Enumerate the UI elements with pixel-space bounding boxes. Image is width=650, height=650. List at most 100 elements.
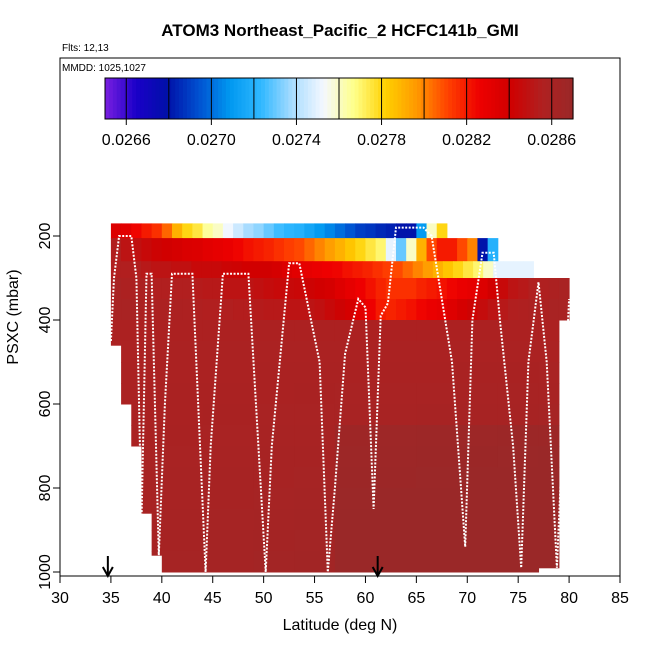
heatmap-cell [538, 551, 560, 569]
colorbar-segment [155, 78, 161, 119]
colorbar-segment [194, 78, 200, 119]
heatmap-cell [202, 509, 254, 531]
x-tick-label: 45 [204, 590, 222, 607]
heatmap-cell [202, 320, 254, 342]
heatmap-cell [457, 467, 499, 489]
heatmap-cell [110, 278, 122, 300]
heatmap-cell [416, 238, 428, 262]
x-tick-label: 80 [560, 590, 578, 607]
heatmap-cell [334, 278, 346, 300]
heatmap-cell [192, 299, 204, 321]
heatmap-cell [528, 278, 540, 300]
heatmap-cell [151, 551, 163, 556]
x-tick-label: 50 [255, 590, 273, 607]
colorbar-segment [225, 78, 231, 119]
heatmap-cell [513, 261, 524, 279]
colorbar-segment [268, 78, 274, 119]
heatmap-cell [253, 425, 295, 447]
colorbar-segment [292, 78, 297, 119]
colorbar-segment [565, 78, 570, 119]
colorbar-segment [108, 78, 114, 119]
heatmap-cell [416, 404, 458, 426]
heatmap-cell [202, 278, 214, 300]
heatmap-cell [314, 278, 326, 300]
colorbar-segment [436, 78, 441, 119]
heatmap-cell [151, 488, 163, 510]
heatmap-cell [121, 383, 132, 405]
heatmap-cell [243, 299, 254, 321]
heatmap-cell [334, 446, 377, 468]
colorbar-segment [366, 78, 371, 119]
heatmap-cell [273, 278, 285, 300]
heatmap-cell [538, 320, 560, 342]
heatmap-cell [253, 488, 295, 510]
heatmap-cell [182, 238, 193, 262]
colorbar-segment [479, 78, 484, 119]
heatmap-cell [467, 299, 478, 321]
heatmap-cell [396, 238, 407, 262]
heatmap-cell [426, 223, 438, 239]
heatmap-cell [131, 278, 142, 300]
heatmap-cell [558, 299, 570, 321]
colorbar-segment [557, 78, 562, 119]
heatmap-cell [284, 238, 295, 262]
heatmap-cell [538, 299, 550, 321]
colorbar-segment [463, 78, 469, 119]
heatmap-cell [538, 425, 560, 447]
heatmap-cell [396, 223, 407, 239]
heatmap-cell [182, 299, 193, 321]
heatmap-cell [151, 341, 163, 363]
colorbar-segment [417, 78, 422, 119]
colorbar-segment [518, 78, 523, 119]
heatmap-cell [365, 223, 377, 239]
heatmap-cell [334, 425, 377, 447]
y-axis: 200 400 600 800 1000 [37, 223, 61, 590]
heatmap-cell [457, 446, 499, 468]
heatmap-cell [334, 299, 346, 321]
heatmap-cell [151, 383, 163, 405]
colorbar-tick-label: 0.0282 [442, 132, 491, 149]
colorbar-segment [237, 78, 243, 119]
heatmap-cell [172, 238, 183, 262]
colorbar-segment [276, 78, 282, 119]
heatmap-cell [151, 278, 163, 300]
colorbar-segment [112, 78, 118, 119]
heatmap-cell [253, 467, 295, 489]
heatmap-cell [497, 278, 509, 300]
heatmap-cell [385, 238, 397, 262]
heatmap-cell [294, 320, 336, 342]
colorbar-segment [163, 78, 168, 119]
heatmap-cell [334, 551, 377, 573]
heatmap-cell [212, 238, 224, 262]
heatmap-cell [375, 341, 417, 363]
heatmap-cell [294, 383, 336, 405]
heatmap-cell [463, 261, 474, 279]
heatmap-cell [372, 261, 384, 279]
dates-label: MMDD: 1025,1027 [62, 63, 146, 74]
heatmap-cell [375, 488, 417, 510]
colorbar-segment [171, 78, 176, 119]
heatmap-cell [222, 223, 234, 239]
heatmap-cell [457, 238, 468, 262]
heatmap-cell [201, 261, 213, 279]
x-tick-label: 60 [357, 590, 375, 607]
heatmap-cell [202, 551, 254, 573]
colorbar-segment [424, 78, 430, 119]
heatmap-cell [294, 223, 305, 239]
heatmap-cell [528, 299, 540, 321]
colorbar-segment [311, 78, 317, 119]
heatmap-cell [141, 383, 153, 405]
heatmap-cell [141, 261, 152, 279]
heatmap-cell [375, 299, 387, 321]
heatmap-cell [171, 261, 182, 279]
heatmap-cell [324, 223, 336, 239]
colorbar-segment [487, 78, 492, 119]
colorbar-segment [245, 78, 250, 119]
colorbar-segment [303, 78, 309, 119]
heatmap-cell [231, 261, 243, 279]
heatmap-cell [161, 488, 204, 510]
marker-arrow-head [101, 566, 114, 579]
heatmap-cell [416, 467, 458, 489]
heatmap-cell [467, 278, 478, 300]
colorbar-segment [210, 78, 215, 119]
